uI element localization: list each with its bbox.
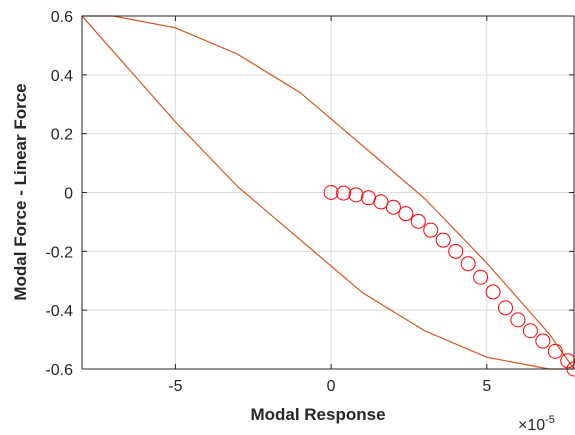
x-tick-label: -5: [168, 378, 182, 395]
data-point-marker: [448, 243, 464, 259]
y-tick-label: 0.2: [51, 127, 73, 144]
y-axis-label: Modal Force - Linear Force: [11, 83, 30, 300]
x-tick-label: 5: [482, 378, 491, 395]
y-tick-label: -0.2: [45, 244, 73, 261]
y-tick-label: 0.6: [51, 9, 73, 26]
data-point-marker: [348, 187, 364, 203]
data-point-marker: [435, 232, 451, 248]
x-axis-label: Modal Response: [250, 405, 385, 424]
data-point-marker: [497, 300, 513, 316]
x-exponent-power: -5: [545, 414, 555, 426]
data-point-marker: [473, 269, 489, 285]
x-exponent-label: ×10-5: [518, 414, 555, 434]
data-point-marker: [423, 222, 439, 238]
data-point-marker: [535, 333, 551, 349]
data-point-marker: [510, 312, 526, 328]
data-point-marker: [373, 194, 389, 210]
data-point-marker: [547, 343, 563, 359]
data-point-marker: [485, 284, 501, 300]
data-point-marker: [323, 185, 339, 200]
data-point-marker: [385, 199, 401, 215]
data-point-marker: [398, 206, 414, 222]
y-tick-label: -0.4: [45, 303, 73, 320]
y-tick-label: -0.6: [45, 362, 73, 379]
x-exponent-base: ×10: [518, 417, 545, 434]
data-point-marker: [410, 213, 426, 229]
data-point-marker: [522, 323, 538, 339]
data-point-marker: [336, 185, 352, 201]
ticks: -5 0 5 -0.6 -0.4 -0.2 0 0.2 0.4 0.6: [45, 9, 574, 395]
x-tick-label: 0: [327, 378, 336, 395]
data-point-marker: [460, 256, 476, 272]
y-tick-label: 0: [64, 186, 73, 203]
y-tick-label: 0.4: [51, 68, 73, 85]
